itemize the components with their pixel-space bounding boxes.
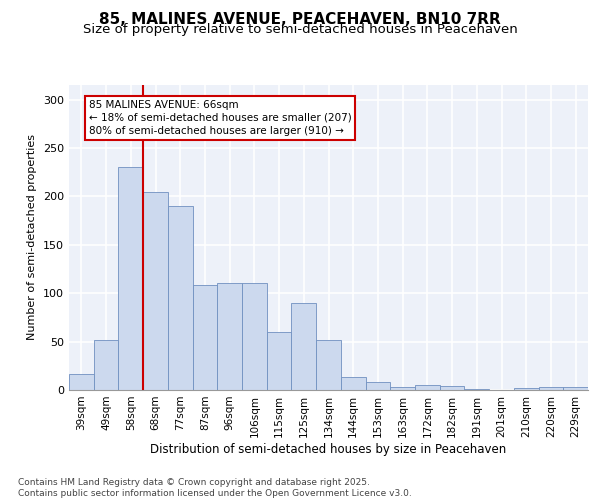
Bar <box>440 386 464 390</box>
Text: 85, MALINES AVENUE, PEACEHAVEN, BN10 7RR: 85, MALINES AVENUE, PEACEHAVEN, BN10 7RR <box>99 12 501 28</box>
Y-axis label: Number of semi-detached properties: Number of semi-detached properties <box>28 134 37 340</box>
Bar <box>464 389 489 390</box>
Bar <box>267 332 292 390</box>
Text: Size of property relative to semi-detached houses in Peacehaven: Size of property relative to semi-detach… <box>83 22 517 36</box>
Text: Contains HM Land Registry data © Crown copyright and database right 2025.
Contai: Contains HM Land Registry data © Crown c… <box>18 478 412 498</box>
Bar <box>118 168 143 390</box>
Bar <box>217 284 242 390</box>
Bar <box>168 206 193 390</box>
Bar <box>94 340 118 390</box>
Bar <box>390 387 415 390</box>
Bar <box>69 374 94 390</box>
Bar <box>341 378 365 390</box>
X-axis label: Distribution of semi-detached houses by size in Peacehaven: Distribution of semi-detached houses by … <box>151 442 506 456</box>
Bar <box>415 385 440 390</box>
Bar <box>365 382 390 390</box>
Bar <box>242 284 267 390</box>
Bar <box>563 387 588 390</box>
Text: 85 MALINES AVENUE: 66sqm
← 18% of semi-detached houses are smaller (207)
80% of : 85 MALINES AVENUE: 66sqm ← 18% of semi-d… <box>89 100 352 136</box>
Bar <box>143 192 168 390</box>
Bar <box>514 388 539 390</box>
Bar <box>316 340 341 390</box>
Bar <box>539 387 563 390</box>
Bar <box>193 286 217 390</box>
Bar <box>292 303 316 390</box>
